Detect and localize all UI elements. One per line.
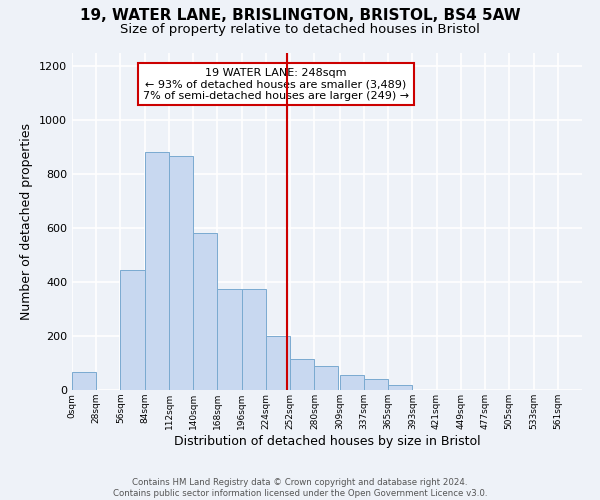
Bar	[217, 289, 242, 390]
Bar	[193, 234, 217, 390]
Text: Contains HM Land Registry data © Crown copyright and database right 2024.
Contai: Contains HM Land Registry data © Crown c…	[113, 478, 487, 498]
Bar	[242, 289, 266, 390]
Bar	[364, 379, 388, 390]
Bar	[169, 156, 193, 390]
Bar	[72, 372, 96, 390]
Bar	[314, 366, 338, 390]
Bar	[290, 359, 314, 390]
Bar	[388, 384, 412, 390]
Bar	[340, 375, 364, 390]
Y-axis label: Number of detached properties: Number of detached properties	[20, 122, 34, 320]
Bar	[121, 270, 145, 390]
Text: 19, WATER LANE, BRISLINGTON, BRISTOL, BS4 5AW: 19, WATER LANE, BRISLINGTON, BRISTOL, BS…	[80, 8, 520, 22]
Text: 19 WATER LANE: 248sqm
← 93% of detached houses are smaller (3,489)
7% of semi-de: 19 WATER LANE: 248sqm ← 93% of detached …	[143, 68, 409, 101]
Bar	[266, 336, 290, 390]
Text: Size of property relative to detached houses in Bristol: Size of property relative to detached ho…	[120, 22, 480, 36]
Bar	[145, 152, 169, 390]
X-axis label: Distribution of detached houses by size in Bristol: Distribution of detached houses by size …	[173, 434, 481, 448]
